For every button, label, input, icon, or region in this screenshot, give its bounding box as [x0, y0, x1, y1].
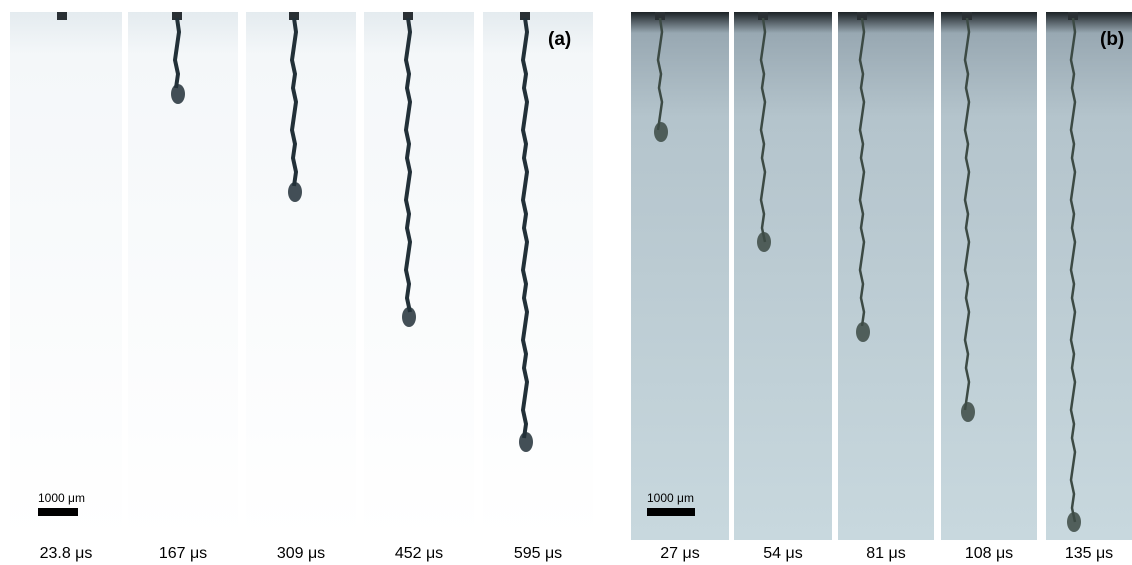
streamer — [172, 17, 182, 89]
streamer-head — [1067, 512, 1081, 532]
panel-label: (a) — [548, 29, 571, 50]
frame-time: 81 μs — [866, 545, 905, 562]
scale-bar-label: 1000 μm — [647, 491, 694, 505]
electrode — [655, 12, 665, 20]
electrode — [172, 12, 182, 20]
streamer — [520, 17, 530, 439]
streamer — [1069, 17, 1077, 523]
frame — [246, 12, 356, 540]
electrode — [857, 12, 867, 20]
streamer-head — [856, 322, 870, 342]
frame-time: 27 μs — [660, 545, 699, 562]
frame-time: 135 μs — [1065, 545, 1113, 562]
frame — [1046, 12, 1132, 540]
scale-bar-label: 1000 μm — [38, 491, 85, 505]
electrode — [962, 12, 972, 20]
streamer-head — [757, 232, 771, 252]
streamer-head — [402, 307, 416, 327]
streamer — [963, 17, 971, 411]
electrode — [57, 12, 67, 20]
electrode — [1068, 12, 1078, 20]
frame — [941, 12, 1037, 540]
frame-time: 23.8 μs — [40, 545, 93, 562]
streamer-head — [288, 182, 302, 202]
frame-time: 167 μs — [159, 545, 207, 562]
electrode — [520, 12, 530, 20]
panel-label: (b) — [1100, 29, 1124, 50]
streamer-head — [519, 432, 533, 452]
streamer — [289, 17, 299, 187]
streamer — [403, 17, 413, 313]
frame — [483, 12, 593, 540]
frame-time: 309 μs — [277, 545, 325, 562]
frame — [734, 12, 832, 540]
electrode — [758, 12, 768, 20]
streamer — [656, 17, 664, 131]
frame-time: 54 μs — [763, 545, 802, 562]
frame-time: 108 μs — [965, 545, 1013, 562]
frame-time: 595 μs — [514, 545, 562, 562]
streamer — [858, 17, 866, 327]
frame — [10, 12, 122, 540]
streamer-head — [961, 402, 975, 422]
frame — [631, 12, 729, 540]
frame — [838, 12, 934, 540]
electrode — [403, 12, 413, 20]
scale-bar — [647, 508, 695, 516]
frame-time: 452 μs — [395, 545, 443, 562]
electrode — [289, 12, 299, 20]
streamer-head — [654, 122, 668, 142]
streamer — [759, 17, 767, 243]
streamer-head — [171, 84, 185, 104]
scale-bar — [38, 508, 78, 516]
frame — [364, 12, 474, 540]
